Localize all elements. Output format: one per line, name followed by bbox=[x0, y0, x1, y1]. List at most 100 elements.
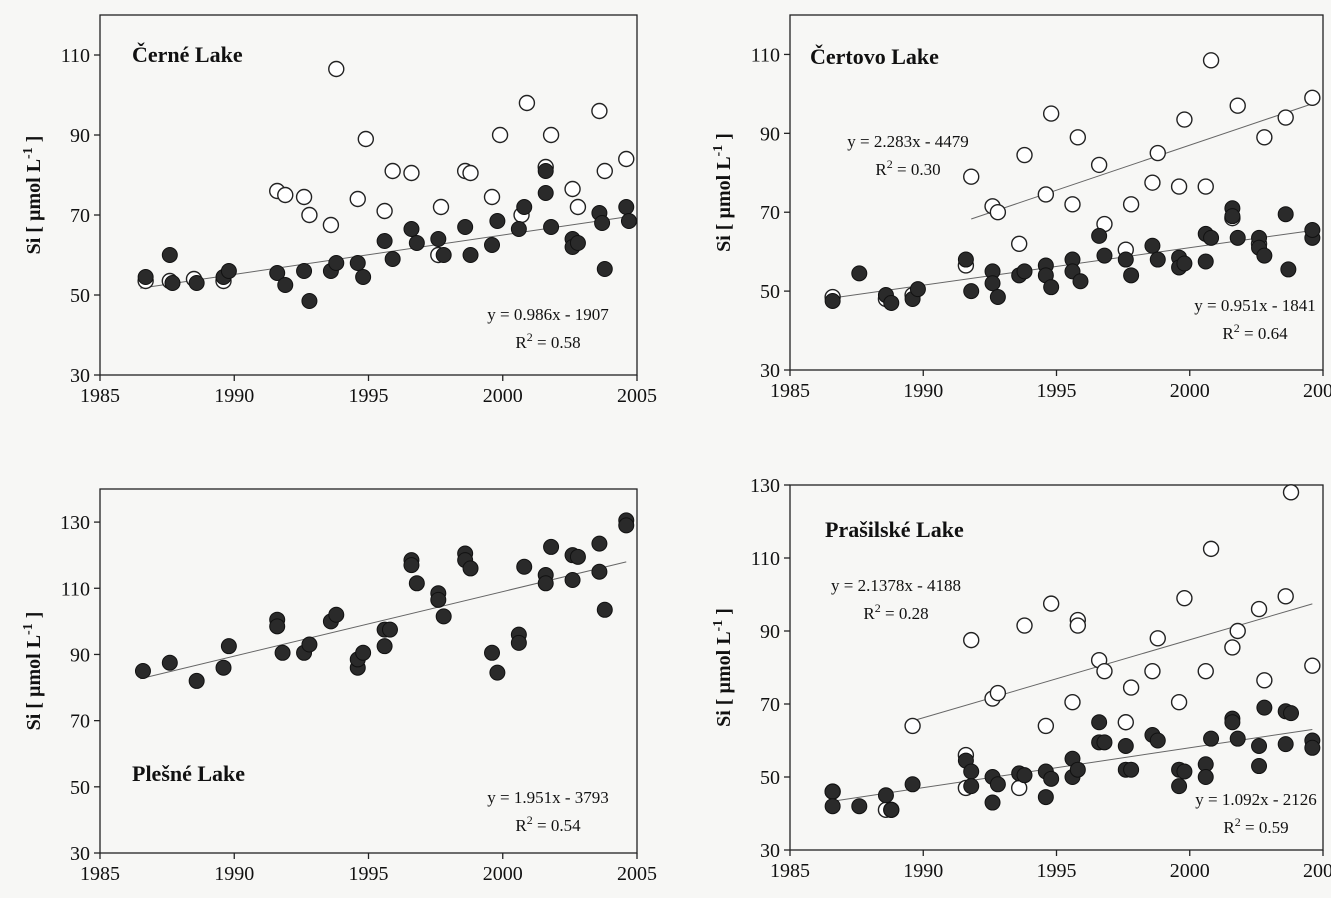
y-axis-label: Si [ µmol L-1 ] bbox=[711, 133, 735, 252]
r-squared-sup: 2 bbox=[527, 813, 533, 827]
r-squared-value: = 0.28 bbox=[881, 604, 929, 623]
filled-data-point bbox=[355, 269, 372, 285]
open-data-point bbox=[1282, 484, 1300, 501]
r-squared-label: R2 = 0.59 bbox=[1223, 815, 1288, 837]
open-data-point bbox=[295, 188, 313, 206]
open-data-point bbox=[462, 164, 479, 182]
y-tick-label: 130 bbox=[750, 475, 780, 497]
filled-data-point bbox=[984, 794, 1001, 811]
x-tick-label: 2000 bbox=[1170, 860, 1210, 882]
y-tick-label: 50 bbox=[760, 281, 780, 303]
y-axis-label-main: Si bbox=[23, 709, 45, 731]
x-tick-label: 1985 bbox=[80, 385, 120, 407]
filled-data-point bbox=[543, 219, 560, 235]
open-data-point bbox=[357, 130, 375, 148]
filled-data-point bbox=[989, 289, 1006, 306]
filled-data-point bbox=[824, 798, 841, 815]
r-squared-value: = 0.30 bbox=[893, 160, 941, 179]
open-data-point bbox=[1064, 693, 1081, 711]
filled-data-point bbox=[296, 263, 313, 279]
open-data-point bbox=[301, 206, 318, 224]
filled-data-point bbox=[1123, 761, 1140, 778]
filled-data-point bbox=[1229, 730, 1246, 747]
filled-data-point bbox=[877, 787, 894, 804]
open-data-point bbox=[1176, 589, 1193, 607]
x-tick-label: 1990 bbox=[903, 860, 943, 882]
x-tick-label: 1990 bbox=[214, 863, 254, 885]
y-axis-label-close: ] bbox=[23, 612, 45, 624]
filled-data-point bbox=[430, 231, 447, 247]
x-tick-label: 1985 bbox=[770, 860, 810, 882]
x-tick-label: 1995 bbox=[349, 863, 389, 885]
chart-panel-2: 1985 1990 1995 2000 2005 30 50 70 90 110 Si [ µmol… bbox=[711, 14, 1331, 402]
filled-data-point bbox=[408, 235, 425, 251]
open-data-point bbox=[1016, 617, 1033, 634]
x-tick-label: 2005 bbox=[617, 863, 657, 885]
filled-data-point bbox=[883, 801, 900, 818]
lake-title: Čertovo Lake bbox=[810, 44, 939, 69]
y-tick-label: 70 bbox=[760, 694, 780, 716]
regression-equation: y = 0.951x - 1841 bbox=[1194, 296, 1316, 315]
open-data-point bbox=[989, 204, 1007, 221]
filled-data-point bbox=[1277, 736, 1294, 753]
filled-data-point bbox=[1144, 237, 1161, 254]
x-tick-label: 1985 bbox=[80, 863, 120, 885]
filled-data-point bbox=[1203, 730, 1220, 747]
filled-data-point bbox=[1283, 705, 1300, 722]
filled-data-point bbox=[1123, 267, 1140, 284]
r-squared-value: = 0.54 bbox=[533, 816, 581, 835]
filled-data-point bbox=[435, 247, 452, 263]
filled-data-point bbox=[591, 563, 608, 580]
filled-data-point bbox=[381, 621, 398, 638]
filled-data-point bbox=[516, 199, 533, 215]
filled-data-point bbox=[301, 293, 318, 309]
y-tick-label: 50 bbox=[760, 767, 780, 789]
filled-data-point bbox=[620, 213, 637, 229]
y-tick-label: 90 bbox=[760, 123, 780, 145]
filled-data-point bbox=[269, 618, 286, 635]
trendline-1 bbox=[912, 603, 1313, 722]
open-data-point bbox=[1170, 178, 1188, 195]
open-data-point bbox=[963, 168, 980, 185]
filled-data-point bbox=[824, 783, 841, 800]
filled-data-point bbox=[618, 199, 635, 215]
filled-data-point bbox=[516, 558, 533, 575]
filled-data-point bbox=[851, 798, 868, 815]
open-data-point bbox=[1277, 588, 1294, 605]
x-tick-label: 1990 bbox=[214, 385, 254, 407]
filled-data-point bbox=[1256, 699, 1273, 716]
filled-data-point bbox=[403, 221, 420, 237]
lake-title: Černé Lake bbox=[132, 42, 243, 67]
open-data-point bbox=[1117, 714, 1134, 731]
r-squared-symbol: R bbox=[863, 604, 875, 623]
x-tick-label: 2005 bbox=[617, 385, 657, 407]
open-data-point bbox=[963, 631, 980, 649]
filled-data-point bbox=[543, 538, 560, 555]
filled-data-point bbox=[430, 591, 447, 608]
open-data-point bbox=[432, 198, 450, 216]
filled-data-point bbox=[957, 251, 974, 268]
filled-data-point bbox=[1091, 227, 1108, 244]
filled-data-point bbox=[161, 247, 178, 263]
filled-data-point bbox=[188, 275, 205, 291]
x-tick-label: 1990 bbox=[903, 380, 943, 402]
r-squared-value: = 0.64 bbox=[1240, 324, 1288, 343]
open-data-point bbox=[1202, 52, 1220, 69]
open-data-point bbox=[403, 164, 420, 182]
open-data-point bbox=[328, 60, 345, 78]
y-tick-label: 30 bbox=[70, 365, 90, 387]
y-tick-label: 90 bbox=[70, 125, 90, 147]
filled-data-point bbox=[462, 247, 479, 263]
filled-data-point bbox=[569, 235, 586, 251]
x-tick-label: 1995 bbox=[1037, 860, 1077, 882]
open-data-point bbox=[1144, 662, 1161, 680]
trendline-1 bbox=[140, 561, 627, 680]
filled-data-point bbox=[963, 763, 980, 780]
filled-data-point bbox=[349, 255, 366, 271]
y-axis-label-unit: [ µmol L bbox=[23, 159, 45, 233]
open-data-point bbox=[1010, 235, 1028, 252]
open-data-point bbox=[1090, 156, 1108, 174]
filled-data-point bbox=[569, 548, 586, 565]
open-data-point bbox=[1069, 617, 1087, 634]
filled-data-point bbox=[376, 233, 393, 249]
